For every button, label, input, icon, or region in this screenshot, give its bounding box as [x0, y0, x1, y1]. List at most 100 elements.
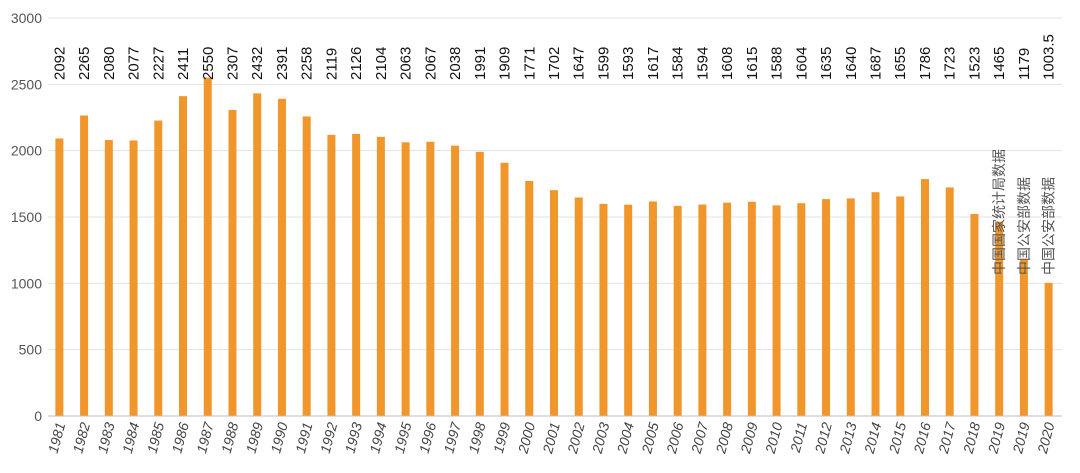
bar [253, 93, 262, 416]
bar [154, 120, 163, 416]
x-tick-label: 2012 [811, 420, 835, 455]
x-tick-label: 2010 [762, 420, 786, 455]
y-axis-ticks: 0 500 1000 1500 2000 2500 3000 [11, 10, 42, 424]
bar [80, 115, 89, 416]
bar [525, 181, 534, 416]
data-label: 2227 [150, 47, 167, 80]
x-tick-label: 2018 [960, 420, 984, 455]
x-tick-label: 2004 [613, 420, 637, 455]
x-tick-label: 1997 [440, 419, 464, 454]
x-tick-label: 2006 [663, 420, 687, 455]
x-tick-label: 2017 [935, 419, 959, 455]
bar [426, 141, 435, 416]
data-label: 1594 [694, 47, 711, 80]
data-label: 2080 [101, 47, 118, 80]
data-label: 1635 [818, 47, 835, 80]
bar [574, 197, 583, 416]
x-tick-label: 1993 [342, 420, 366, 454]
x-tick-label: 1995 [391, 420, 415, 454]
bar [945, 187, 954, 416]
bars [55, 77, 1053, 417]
bar [970, 213, 979, 416]
source-annotation: 中国公安部数据 [1017, 177, 1033, 275]
data-label: 1523 [966, 47, 983, 80]
data-label: 2307 [224, 47, 241, 80]
data-label: 2077 [126, 47, 143, 80]
x-tick-label: 1983 [94, 420, 118, 454]
x-tick-label: 1989 [243, 420, 267, 454]
data-label: 1771 [521, 47, 538, 80]
bar [475, 151, 484, 417]
data-label: 1786 [917, 47, 934, 80]
x-tick-label: 2007 [688, 419, 712, 455]
source-annotation: 中国国家统计局数据 [991, 149, 1008, 275]
data-label: 2063 [398, 47, 415, 80]
bar [1044, 282, 1053, 416]
x-tick-label: 1984 [119, 420, 143, 454]
x-tick-label: 2015 [885, 420, 909, 455]
x-tick-label: 2002 [564, 420, 588, 455]
x-tick-label: 1981 [45, 421, 69, 455]
bar [624, 204, 633, 416]
data-label: 2126 [348, 47, 365, 80]
data-label: 2104 [373, 47, 390, 80]
data-labels: 2092 2265 2080 2077 2227 2411 2550 2307 2432 2391… [51, 34, 1057, 80]
data-label: 1702 [546, 47, 563, 80]
x-axis-ticks: 1981 1982 1983 1984 1985 1986 1987 1988 1989 1990… [45, 419, 1058, 455]
x-tick-label: 2013 [836, 420, 860, 455]
x-tick-label: 1999 [490, 420, 514, 454]
bar [995, 221, 1004, 416]
x-tick-label: 2014 [861, 420, 885, 455]
x-tick-label: 1982 [69, 420, 93, 454]
bar [797, 203, 806, 416]
bar [179, 96, 188, 417]
data-label: 1615 [744, 47, 761, 80]
data-label: 1599 [595, 47, 612, 80]
x-tick-label: 1994 [366, 420, 390, 454]
data-label: 1584 [670, 47, 687, 80]
y-tick-label: 0 [34, 408, 42, 424]
data-label: 2265 [76, 47, 93, 80]
data-label: 1608 [719, 47, 736, 80]
data-label: 1593 [620, 47, 637, 80]
x-tick-label: 1986 [168, 420, 192, 454]
bar [55, 138, 64, 416]
data-label: 1991 [472, 47, 489, 80]
x-tick-label: 1996 [416, 420, 440, 454]
x-tick-label: 1987 [193, 419, 217, 454]
y-tick-label: 2000 [11, 143, 42, 159]
x-tick-label: 2003 [589, 420, 613, 455]
x-tick-label: 1992 [317, 420, 341, 454]
bar [104, 140, 113, 416]
bar [896, 196, 905, 416]
data-label: 2092 [51, 47, 68, 80]
x-tick-label: 2019 [1009, 420, 1033, 455]
bar [550, 190, 558, 416]
bar [327, 134, 336, 416]
x-tick-label: 2016 [910, 420, 934, 455]
data-label: 1640 [843, 47, 860, 80]
bar [376, 136, 385, 417]
data-label: 1723 [942, 47, 959, 80]
data-label: 1179 [1016, 48, 1033, 80]
y-tick-label: 3000 [11, 10, 42, 26]
bar [822, 199, 831, 416]
x-tick-label: 2001 [539, 421, 563, 456]
bar [1019, 259, 1028, 416]
bar [698, 204, 707, 416]
data-label: 1647 [571, 47, 588, 80]
x-tick-label: 2005 [638, 420, 662, 455]
bar [772, 205, 781, 416]
data-label: 1655 [892, 47, 909, 80]
data-label: 1909 [497, 47, 514, 80]
y-tick-label: 1000 [11, 275, 42, 291]
data-label: 2391 [274, 47, 291, 80]
data-label: 2067 [422, 47, 439, 80]
bar [747, 201, 756, 416]
bar [871, 192, 880, 416]
y-tick-label: 500 [19, 342, 43, 358]
bar [673, 205, 682, 416]
data-label: 2119 [323, 48, 340, 80]
x-tick-label: 1990 [267, 420, 291, 454]
